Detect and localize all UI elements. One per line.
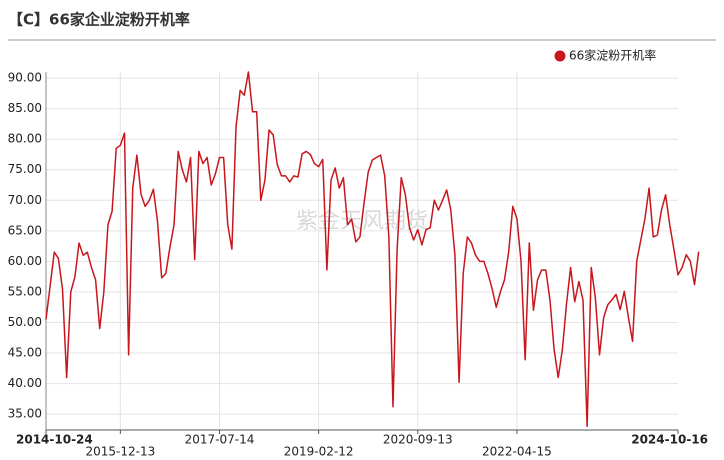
y-tick-label: 60.00 (8, 254, 42, 268)
x-tick-label: 2022-04-15 (482, 445, 552, 459)
y-tick-label: 50.00 (8, 315, 42, 329)
y-tick-label: 40.00 (8, 376, 42, 390)
y-tick-label: 70.00 (8, 193, 42, 207)
y-tick-label: 35.00 (8, 407, 42, 421)
y-tick-label: 90.00 (8, 71, 42, 85)
x-tick-label: 2017-07-14 (185, 433, 255, 447)
legend-label: 66家淀粉开机率 (569, 48, 656, 63)
x-tick-label: 2024-10-16 (631, 433, 708, 447)
line-series (45, 71, 700, 428)
x-tick-label: 2019-02-12 (284, 445, 354, 459)
x-tick-label: 2014-10-24 (16, 433, 93, 447)
y-tick-label: 55.00 (8, 284, 42, 298)
x-tick-label: 2020-09-13 (383, 433, 453, 447)
x-tick-label: 2015-12-13 (85, 445, 155, 459)
y-tick-label: 65.00 (8, 223, 42, 237)
y-tick-label: 80.00 (8, 132, 42, 146)
y-tick-label: 45.00 (8, 346, 42, 360)
legend-marker (554, 50, 566, 62)
y-tick-label: 75.00 (8, 162, 42, 176)
y-tick-label: 85.00 (8, 101, 42, 115)
chart-title: 【C】66家企业淀粉开机率 (8, 11, 190, 29)
